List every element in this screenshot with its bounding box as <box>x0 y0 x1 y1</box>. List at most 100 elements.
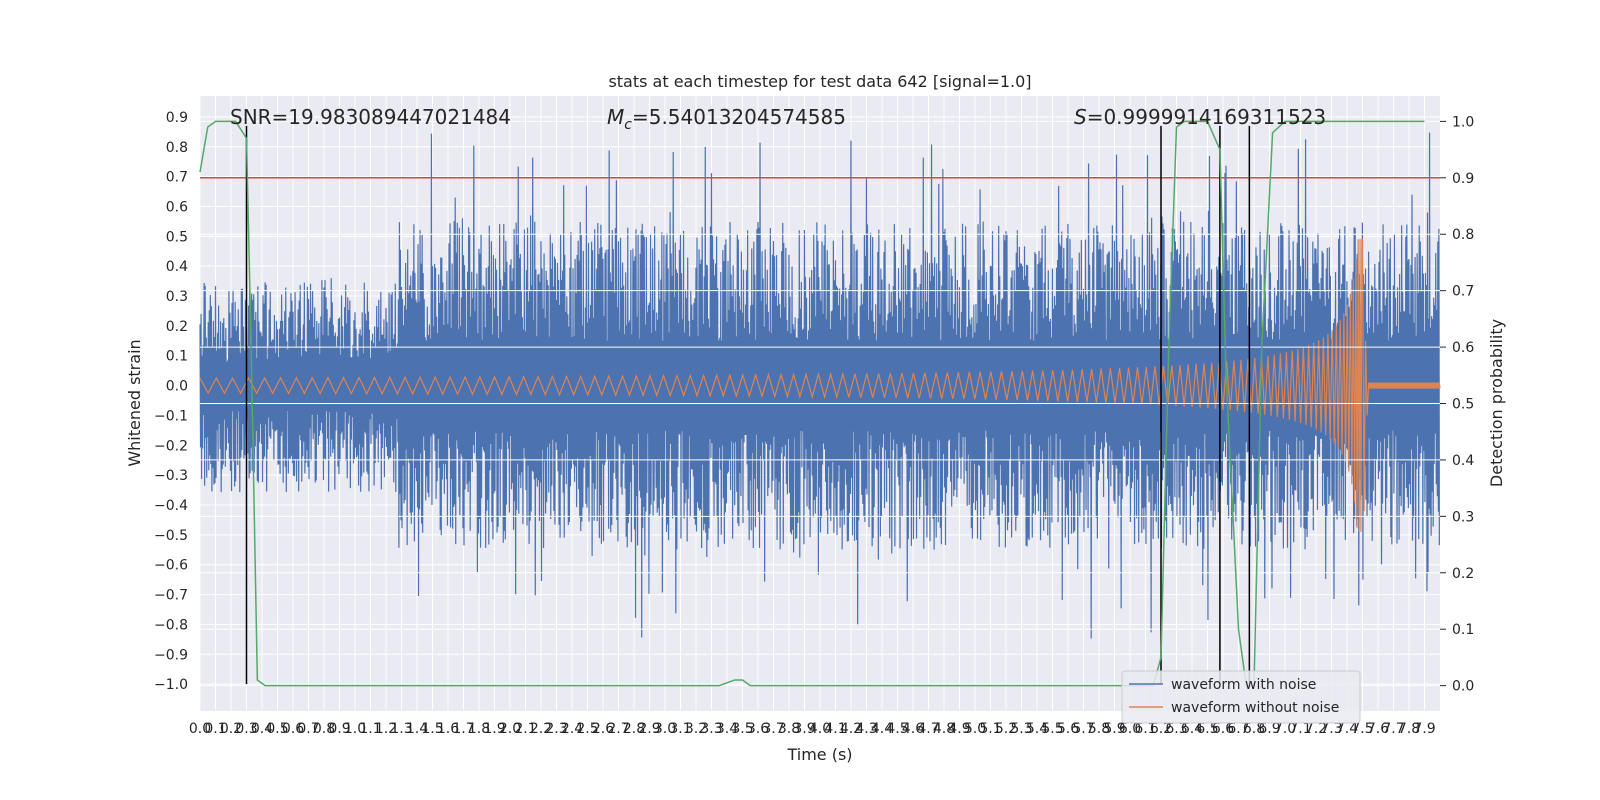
x-tick-label: 3.6 <box>747 721 769 737</box>
x-tick-label: 5.2 <box>995 721 1017 737</box>
y-tick-label: 0.1 <box>166 349 188 365</box>
legend-box <box>1121 670 1361 724</box>
right-tick-label: 0.4 <box>1452 453 1474 469</box>
x-tick-label: 1.2 <box>375 721 397 737</box>
y-tick-label: 0.0 <box>166 379 188 395</box>
y-tick-label: −0.6 <box>154 558 188 574</box>
x-tick-label: 1.7 <box>452 721 474 737</box>
y-axis-ticks: −1.0 −0.9 −0.8 −0.7 −0.6 −0.5 −0.4 −0.3 −0.2 −0.1… <box>154 110 188 693</box>
x-tick-label: 6.2 <box>1150 721 1172 737</box>
chart-title: stats at each timestep for test data 642… <box>608 72 1031 91</box>
y-axis-label: Whitened strain <box>125 339 144 466</box>
y-tick-label: −0.8 <box>154 617 188 633</box>
score-value: =0.9999914169311523 <box>1087 105 1326 129</box>
x-tick-label: 0.7 <box>297 721 319 737</box>
right-tick-label: 0.2 <box>1452 566 1474 582</box>
y-tick-label: −0.2 <box>154 438 188 454</box>
right-tick-label: 0.8 <box>1452 227 1474 243</box>
x-tick-label: 3.8 <box>778 721 800 737</box>
x-tick-label: 5.4 <box>1026 721 1048 737</box>
x-tick-label: 2.0 <box>499 721 521 737</box>
x-tick-label: 4.8 <box>933 721 955 737</box>
x-tick-label: 6.0 <box>1119 721 1141 737</box>
x-tick-label: 1.3 <box>390 721 412 737</box>
x-tick-label: 6.4 <box>1181 721 1203 737</box>
x-tick-label: 2.6 <box>592 721 614 737</box>
right-tick-label: 1.0 <box>1452 114 1474 130</box>
x-tick-label: 5.3 <box>1010 721 1032 737</box>
x-tick-label: 0.9 <box>328 721 350 737</box>
x-tick-label: 7.4 <box>1336 721 1358 737</box>
x-tick-label: 5.7 <box>1072 721 1094 737</box>
right-tick-label: 0.9 <box>1452 171 1474 187</box>
y-tick-label: 0.3 <box>166 289 188 305</box>
vertical-markers <box>245 125 1251 685</box>
x-tick-label: 1.5 <box>421 721 443 737</box>
x-tick-label: 6.5 <box>1196 721 1218 737</box>
legend-label-clean: waveform without noise <box>1171 700 1339 716</box>
score-symbol: S <box>1074 105 1087 129</box>
x-tick-label: 4.6 <box>902 721 924 737</box>
x-tick-label: 2.8 <box>623 721 645 737</box>
y-tick-label: −0.4 <box>154 498 188 514</box>
x-tick-label: 3.2 <box>685 721 707 737</box>
x-axis-ticks: 0.00.10.20.30.40.50.60.70.80.91.01.11.21… <box>189 721 1436 737</box>
x-tick-label: 0.1 <box>204 721 226 737</box>
x-tick-label: 3.4 <box>716 721 738 737</box>
y-tick-label: −0.5 <box>154 528 188 544</box>
x-tick-label: 1.8 <box>468 721 490 737</box>
x-tick-label: 3.1 <box>669 721 691 737</box>
x-tick-label: 3.7 <box>762 721 784 737</box>
x-tick-label: 7.6 <box>1367 721 1389 737</box>
right-tick-label: 0.0 <box>1452 679 1474 695</box>
x-tick-label: 5.6 <box>1057 721 1079 737</box>
legend-label-noise: waveform with noise <box>1171 677 1316 693</box>
x-tick-label: 0.4 <box>251 721 273 737</box>
y-tick-label: −0.3 <box>154 468 188 484</box>
x-tick-label: 5.5 <box>1041 721 1063 737</box>
x-tick-label: 0.3 <box>235 721 257 737</box>
right-axis-ticks: 0.0 0.1 0.2 0.3 0.4 0.5 0.6 0.7 0.8 0.9 1.0 <box>1440 114 1474 695</box>
x-tick-label: 0.0 <box>189 721 211 737</box>
x-tick-label: 1.9 <box>483 721 505 737</box>
x-tick-label: 5.0 <box>964 721 986 737</box>
noise-waveform-line <box>199 132 1440 639</box>
clean-waveform-line <box>199 238 1441 532</box>
series-waveform-without-noise <box>199 238 1441 532</box>
x-tick-label: 0.6 <box>282 721 304 737</box>
x-tick-label: 5.8 <box>1088 721 1110 737</box>
x-tick-label: 2.9 <box>638 721 660 737</box>
right-tick-label: 0.6 <box>1452 340 1474 356</box>
x-tick-label: 0.8 <box>313 721 335 737</box>
y-tick-label: 0.2 <box>166 319 188 335</box>
x-axis-label: Time (s) <box>786 745 852 764</box>
x-tick-label: 4.2 <box>840 721 862 737</box>
x-tick-label: 2.1 <box>514 721 536 737</box>
x-tick-label: 7.5 <box>1351 721 1373 737</box>
y-tick-label: 0.6 <box>166 199 188 215</box>
x-tick-label: 2.5 <box>576 721 598 737</box>
chirp-mass-subscript: c <box>624 117 632 133</box>
x-tick-label: 5.9 <box>1103 721 1125 737</box>
x-tick-label: 5.1 <box>979 721 1001 737</box>
y-tick-label: −0.1 <box>154 408 188 424</box>
x-tick-label: 6.7 <box>1227 721 1249 737</box>
x-tick-label: 2.4 <box>561 721 583 737</box>
y-tick-label: −0.7 <box>154 588 188 604</box>
x-tick-label: 6.9 <box>1258 721 1280 737</box>
x-tick-label: 7.2 <box>1305 721 1327 737</box>
x-tick-label: 0.2 <box>220 721 242 737</box>
x-tick-label: 4.3 <box>855 721 877 737</box>
x-tick-label: 0.5 <box>266 721 288 737</box>
x-tick-label: 4.5 <box>886 721 908 737</box>
y-tick-label: 0.7 <box>166 170 188 186</box>
x-tick-label: 1.4 <box>406 721 428 737</box>
x-tick-label: 3.9 <box>793 721 815 737</box>
x-tick-label: 4.1 <box>824 721 846 737</box>
x-tick-label: 4.4 <box>871 721 893 737</box>
chirp-mass-value: =5.54013204574585 <box>632 105 846 129</box>
x-tick-label: 7.7 <box>1382 721 1404 737</box>
x-tick-label: 2.2 <box>530 721 552 737</box>
x-tick-label: 6.1 <box>1134 721 1156 737</box>
